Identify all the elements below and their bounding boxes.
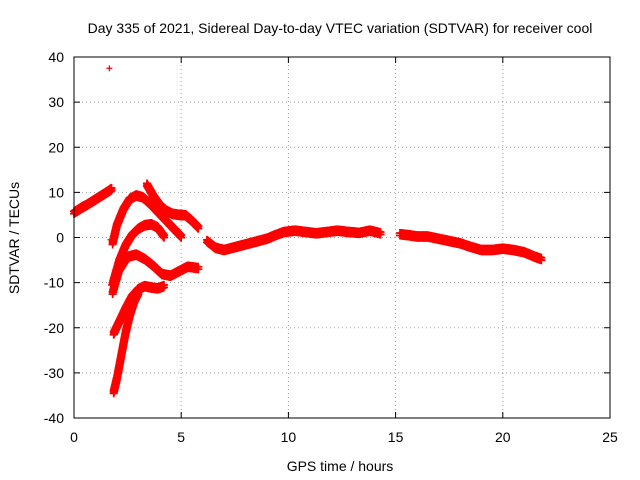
x-tick-label: 25: [602, 429, 618, 445]
grid-lines: [74, 57, 610, 418]
data-point: [107, 186, 116, 195]
series-arc-low: [108, 249, 203, 299]
series-late-day: [395, 228, 546, 265]
series-deep-1: [109, 280, 169, 339]
data-point: [106, 65, 113, 72]
data-point: [160, 283, 169, 292]
data-point: [134, 290, 143, 299]
axis-ticks: 0 5 10 15 20 25 -40 -30 -20 -10 0 10 20 30 40: [44, 49, 618, 445]
y-tick-label: -20: [44, 320, 64, 336]
y-tick-label: 0: [56, 230, 64, 246]
x-tick-label: 5: [177, 429, 185, 445]
x-tick-label: 15: [388, 429, 404, 445]
y-tick-label: -40: [44, 410, 64, 426]
y-tick-label: 20: [48, 139, 64, 155]
series-early-rising: [70, 183, 116, 218]
chart-title: Day 335 of 2021, Sidereal Day-to-day VTE…: [88, 20, 593, 36]
data-point: [537, 256, 546, 265]
y-tick-label: -30: [44, 365, 64, 381]
data-point: [194, 224, 203, 233]
x-axis-label: GPS time / hours: [287, 458, 394, 474]
x-tick-label: 20: [495, 429, 511, 445]
y-tick-label: -10: [44, 275, 64, 291]
data-point: [177, 233, 186, 242]
series-deep-2: [109, 287, 143, 398]
y-tick-label: 40: [48, 49, 64, 65]
series-arc-high: [108, 190, 186, 249]
y-tick-label: 10: [48, 184, 64, 200]
series-outliers: [106, 65, 114, 288]
x-tick-label: 0: [70, 429, 78, 445]
x-tick-label: 10: [281, 429, 297, 445]
series-arc-sharp: [142, 179, 203, 233]
plot-frame: [73, 56, 611, 419]
data-point: [194, 265, 203, 274]
data-point: [376, 230, 385, 239]
series-mid-day: [202, 225, 385, 256]
y-axis-label: SDTVAR / TECUs: [6, 182, 22, 294]
data-point: [160, 233, 169, 242]
y-tick-label: 30: [48, 94, 64, 110]
data-points: [70, 65, 546, 398]
